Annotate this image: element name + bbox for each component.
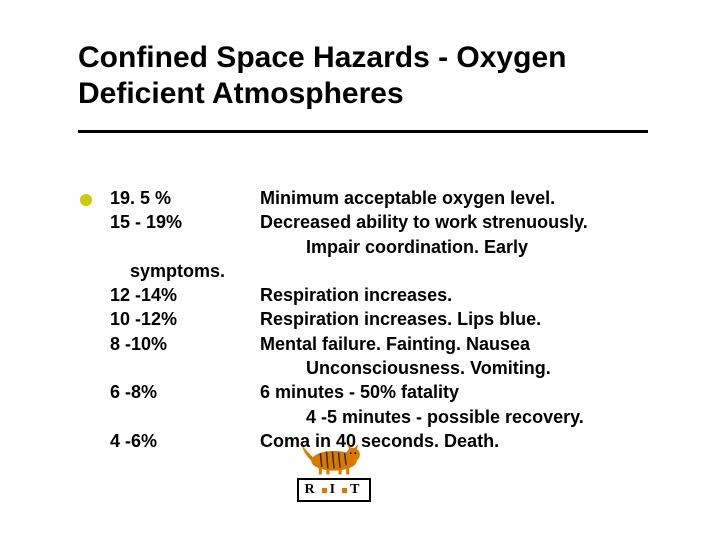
content-row: 8 -10%Mental failure. Fainting. Nausea — [110, 332, 680, 356]
oxygen-range: 6 -8% — [110, 380, 260, 404]
title-line-2: Deficient Atmospheres — [78, 77, 404, 110]
content-row: Impair coordination. Early — [110, 235, 680, 259]
slide-title: Confined Space Hazards - Oxygen Deficien… — [78, 40, 566, 112]
content-row: 6 -8%6 minutes - 50% fatality — [110, 380, 680, 404]
rit-letter: T — [350, 482, 363, 498]
symptom-description: Mental failure. Fainting. Nausea — [260, 332, 680, 356]
symptom-description: Unconsciousness. Vomiting. — [260, 356, 680, 380]
oxygen-range: 19. 5 % — [110, 186, 260, 210]
rit-logo: R I T — [295, 438, 373, 502]
content-row: symptoms. — [110, 259, 680, 283]
oxygen-range: 4 -6% — [110, 429, 260, 453]
content-block: 19. 5 %Minimum acceptable oxygen level.1… — [110, 186, 680, 453]
content-row: 19. 5 %Minimum acceptable oxygen level. — [110, 186, 680, 210]
rit-letter: I — [330, 482, 339, 498]
title-divider — [78, 130, 648, 133]
content-row: Unconsciousness. Vomiting. — [110, 356, 680, 380]
bullet-icon — [80, 194, 92, 206]
symptom-description: Respiration increases. — [260, 283, 680, 307]
rit-dot-icon — [322, 488, 327, 493]
oxygen-range: 8 -10% — [110, 332, 260, 356]
symptom-description: Impair coordination. Early — [260, 235, 680, 259]
oxygen-range: 10 -12% — [110, 307, 260, 331]
rit-badge: R I T — [297, 478, 372, 502]
title-line-1: Confined Space Hazards - Oxygen — [78, 41, 566, 74]
content-row: 15 - 19%Decreased ability to work strenu… — [110, 210, 680, 234]
symptom-description: Respiration increases. Lips blue. — [260, 307, 680, 331]
symptom-description: 4 -5 minutes - possible recovery. — [260, 405, 680, 429]
content-row: 10 -12%Respiration increases. Lips blue. — [110, 307, 680, 331]
tiger-icon — [295, 438, 373, 476]
symptom-description: 6 minutes - 50% fatality — [260, 380, 680, 404]
content-row: 4 -5 minutes - possible recovery. — [110, 405, 680, 429]
oxygen-range: 12 -14% — [110, 283, 260, 307]
symptom-description: Minimum acceptable oxygen level. — [260, 186, 680, 210]
content-row: 12 -14%Respiration increases. — [110, 283, 680, 307]
symptom-description: Decreased ability to work strenuously. — [260, 210, 680, 234]
rit-letter: R — [305, 482, 319, 498]
oxygen-range: symptoms. — [110, 259, 260, 283]
content-row: 4 -6%Coma in 40 seconds. Death. — [110, 429, 680, 453]
rit-dot-icon — [342, 488, 347, 493]
oxygen-range: 15 - 19% — [110, 210, 260, 234]
